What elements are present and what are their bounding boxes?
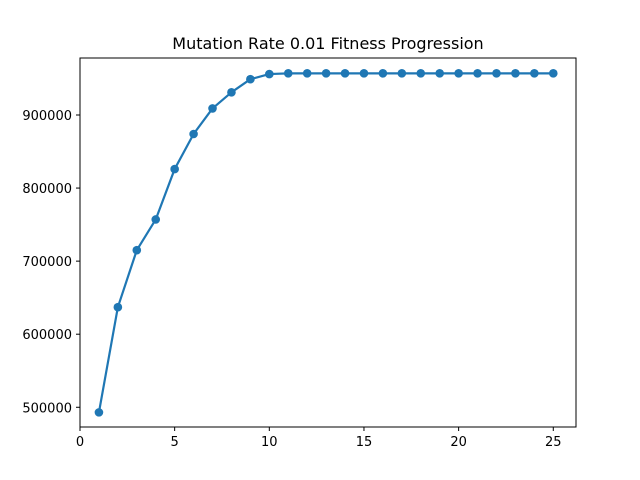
data-point xyxy=(94,408,104,417)
x-tick-label: 25 xyxy=(545,435,562,450)
y-tick-label: 500000 xyxy=(22,401,72,416)
data-point xyxy=(492,69,501,78)
data-point xyxy=(530,69,539,78)
y-tick-label: 900000 xyxy=(22,109,72,124)
data-point xyxy=(265,69,274,79)
plot-frame xyxy=(79,57,577,428)
series-line xyxy=(97,72,555,414)
data-point xyxy=(397,69,407,78)
plot-axes: 0 5 10 15 20 25 500000 600000 700000 800000 900000 xyxy=(22,57,577,450)
data-point xyxy=(151,215,161,224)
data-point xyxy=(302,69,312,78)
data-point xyxy=(170,164,179,174)
data-point xyxy=(435,69,444,78)
x-tick-label: 20 xyxy=(450,435,467,450)
data-point xyxy=(340,69,350,78)
data-point xyxy=(473,69,482,78)
x-tick-label: 15 xyxy=(356,435,373,450)
data-point xyxy=(511,69,520,78)
x-tick-label: 5 xyxy=(171,435,179,450)
data-point xyxy=(246,74,255,84)
x-tick-label: 0 xyxy=(76,435,84,450)
series-marks xyxy=(94,69,558,417)
data-point xyxy=(359,69,369,78)
data-point xyxy=(283,69,293,78)
data-point xyxy=(416,69,426,78)
x-tick-label: 10 xyxy=(261,435,278,450)
data-point xyxy=(454,69,463,78)
data-point xyxy=(208,104,217,113)
data-point xyxy=(189,129,198,139)
data-point xyxy=(227,88,236,97)
data-point xyxy=(113,302,123,312)
y-tick-label: 700000 xyxy=(22,255,72,270)
y-tick-label: 800000 xyxy=(22,182,72,197)
data-point xyxy=(132,245,142,255)
chart-title: Mutation Rate 0.01 Fitness Progression xyxy=(172,34,483,53)
data-point xyxy=(548,69,558,78)
y-tick-label: 600000 xyxy=(22,328,72,343)
data-point xyxy=(378,69,388,78)
data-point xyxy=(321,69,331,78)
